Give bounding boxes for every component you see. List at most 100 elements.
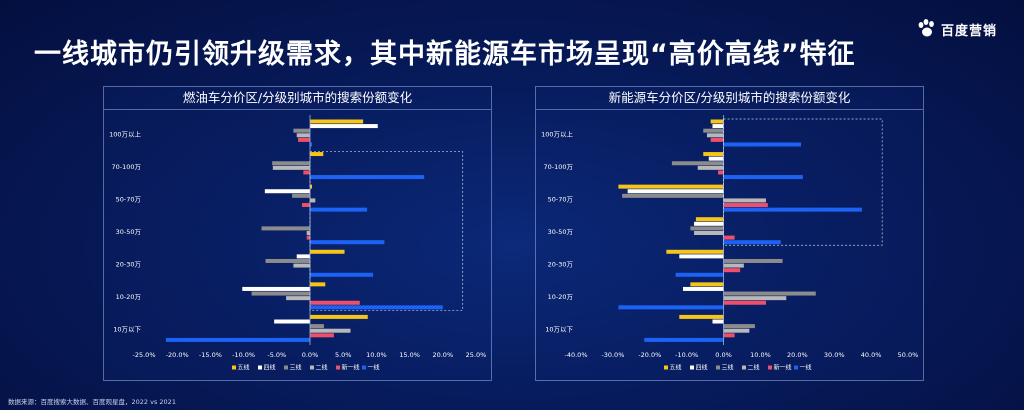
legend-swatch xyxy=(258,365,262,370)
bar xyxy=(723,328,750,333)
bar xyxy=(690,282,724,287)
source-footnote: 数据来源：百度搜索大数据、百度观星盘，2022 vs 2021 xyxy=(8,398,176,406)
x-tick-label: 10.0% xyxy=(750,351,771,359)
bar xyxy=(292,193,310,198)
bar xyxy=(679,254,724,259)
category-label: 30-50万 xyxy=(548,228,574,236)
bar xyxy=(310,119,364,124)
bar xyxy=(694,231,724,235)
paw-icon xyxy=(918,19,934,37)
category-label: 100万以上 xyxy=(109,129,141,138)
x-tick-label: 25.0% xyxy=(466,351,487,359)
bar xyxy=(706,133,724,138)
x-tick-label: -10.0% xyxy=(232,351,255,359)
bar xyxy=(703,128,724,133)
bar xyxy=(251,291,310,296)
bar xyxy=(264,189,310,194)
bar xyxy=(723,291,816,296)
brand-logo: 百度营销 xyxy=(916,18,1012,40)
bar xyxy=(723,235,735,240)
highlight-box xyxy=(723,118,883,246)
bar xyxy=(712,319,724,324)
bar xyxy=(618,305,724,310)
category-label: 100万以上 xyxy=(541,129,573,138)
category-label: 20-30万 xyxy=(548,261,574,269)
bar xyxy=(310,184,312,189)
x-tick-label: 20.0% xyxy=(787,351,808,359)
bar xyxy=(310,175,425,180)
x-tick-label: -20.0% xyxy=(638,351,661,359)
legend-swatch xyxy=(794,365,798,370)
legend-label: 三线 xyxy=(722,364,734,372)
bar xyxy=(723,296,787,301)
category-label: 70-100万 xyxy=(111,163,141,171)
chart-title: 燃油车分价区/分级别城市的搜索份额变化 xyxy=(104,87,491,110)
category-label: 50-70万 xyxy=(548,195,574,203)
bar xyxy=(310,300,360,305)
bar xyxy=(272,161,310,166)
bar xyxy=(310,249,345,254)
category-label: 10-20万 xyxy=(116,293,142,301)
bar xyxy=(265,258,310,263)
bar xyxy=(671,161,724,166)
legend-label: 一线 xyxy=(368,364,380,372)
bar xyxy=(310,314,368,319)
legend-swatch xyxy=(716,365,720,370)
legend-label: 三线 xyxy=(290,364,302,372)
chart-panel-nev: 新能源车分价区/分级别城市的搜索份额变化 100万以上 70-100万 50-70万… xyxy=(535,86,924,381)
category-label: 30-50万 xyxy=(116,228,142,236)
bar xyxy=(261,226,310,231)
x-tick-label: 5.0% xyxy=(335,351,352,359)
bar xyxy=(697,165,724,170)
bar xyxy=(274,319,310,324)
bar xyxy=(723,207,862,212)
bar xyxy=(723,203,768,208)
legend-label: 二线 xyxy=(748,364,760,372)
bar xyxy=(310,282,326,287)
bar xyxy=(723,258,783,263)
bar xyxy=(675,272,724,277)
x-tick-label: -30.0% xyxy=(601,351,624,359)
x-tick-label: -40.0% xyxy=(565,351,588,359)
bar xyxy=(666,249,724,254)
category-label: 50-70万 xyxy=(116,195,142,203)
legend-label: 一线 xyxy=(800,364,812,372)
category-label: 10-20万 xyxy=(548,293,574,301)
bar xyxy=(682,286,724,291)
legend-swatch xyxy=(362,365,366,370)
bar xyxy=(293,128,310,133)
bar xyxy=(723,300,766,305)
x-tick-label: 20.0% xyxy=(432,351,453,359)
bar xyxy=(710,119,724,124)
legend-label: 新一线 xyxy=(774,364,792,372)
bar xyxy=(310,305,443,310)
legend-swatch xyxy=(742,365,746,370)
x-tick-label: -25.0% xyxy=(133,351,156,359)
bar xyxy=(242,286,310,291)
bar xyxy=(703,152,724,157)
x-tick-label: -5.0% xyxy=(267,351,286,359)
x-tick-label: -15.0% xyxy=(199,351,222,359)
bar xyxy=(302,203,310,208)
bar xyxy=(310,152,324,157)
bar xyxy=(723,324,755,329)
x-tick-label: 15.0% xyxy=(399,351,420,359)
bar xyxy=(310,124,378,129)
bar xyxy=(712,124,724,129)
bar xyxy=(627,189,724,194)
bar xyxy=(310,324,324,329)
legend-label: 五线 xyxy=(670,364,682,372)
highlight-box xyxy=(309,151,464,311)
bar xyxy=(695,217,724,222)
bar xyxy=(306,231,310,235)
bar xyxy=(165,337,310,342)
bar xyxy=(723,175,803,180)
chart-title: 新能源车分价区/分级别城市的搜索份额变化 xyxy=(536,87,923,110)
x-tick-label: 40.0% xyxy=(861,351,882,359)
x-tick-label: 0.0% xyxy=(715,351,732,359)
category-label: 10万以下 xyxy=(113,326,141,334)
chart-fuel: 100万以上 70-100万 50-70万 30-50万 20-30万 10-20万 10万… xyxy=(109,115,487,372)
category-label: 20-30万 xyxy=(116,261,142,269)
bar xyxy=(708,156,724,161)
x-tick-label: 10.0% xyxy=(366,351,387,359)
